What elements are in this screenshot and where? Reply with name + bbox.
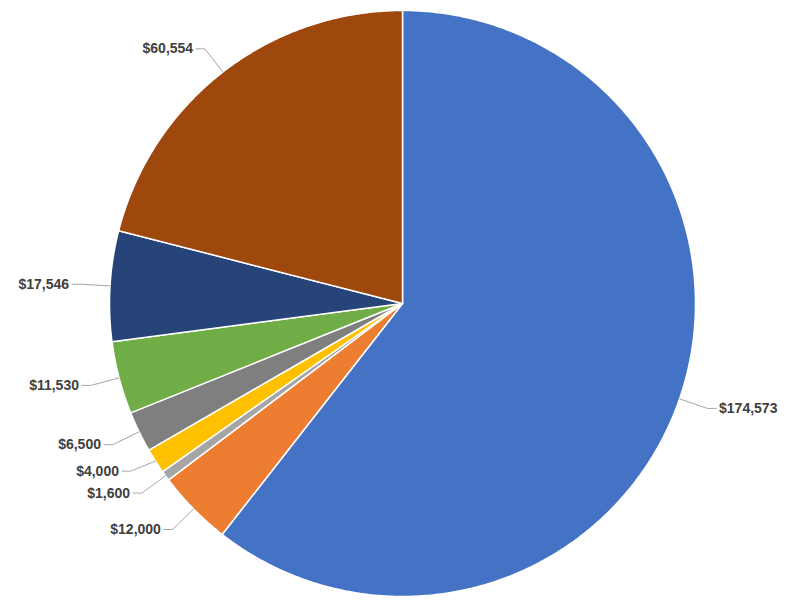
svg-text:$6,500: $6,500: [58, 436, 101, 452]
svg-text:$60,554: $60,554: [143, 40, 194, 56]
svg-text:$11,530: $11,530: [29, 377, 79, 393]
svg-text:$1,600: $1,600: [87, 485, 130, 501]
svg-text:$4,000: $4,000: [76, 463, 119, 479]
svg-text:$17,546: $17,546: [18, 276, 69, 292]
svg-text:$12,000: $12,000: [110, 521, 161, 537]
svg-text:$174,573: $174,573: [719, 400, 778, 416]
